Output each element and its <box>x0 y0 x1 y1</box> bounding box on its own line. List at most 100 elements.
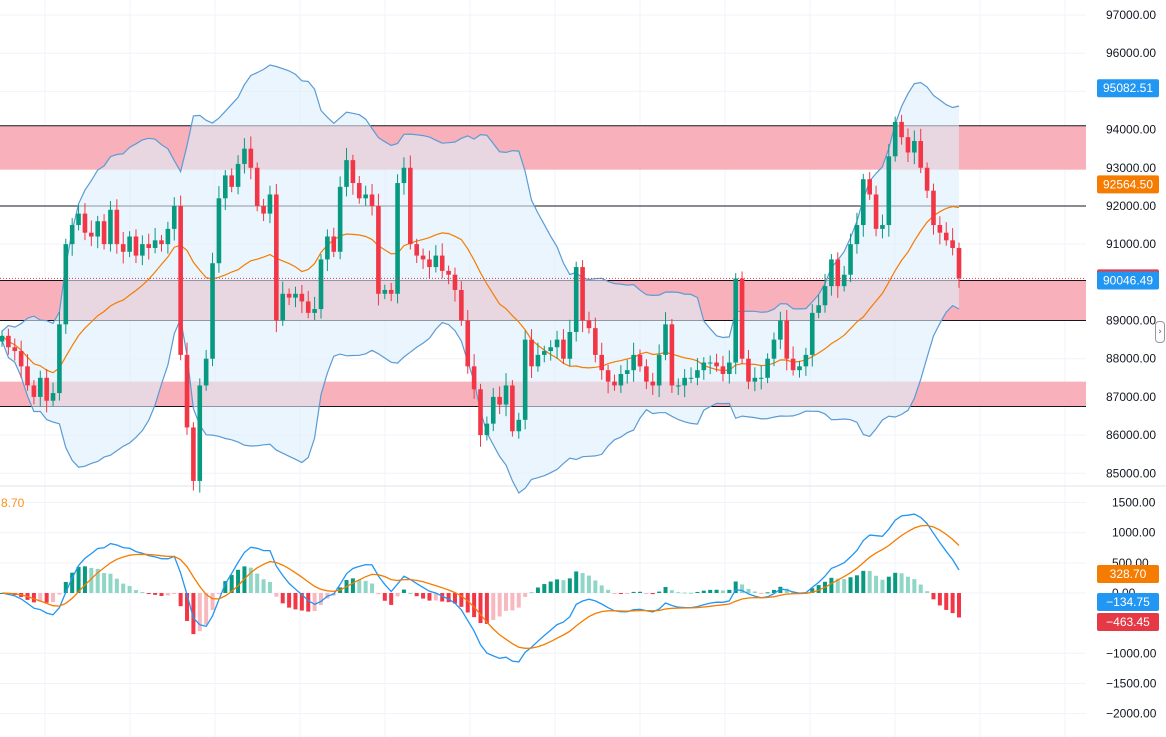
macd-histogram-bar <box>689 592 694 594</box>
candle <box>69 217 75 256</box>
macd-histogram-bar <box>408 592 413 594</box>
candle <box>197 378 203 493</box>
candle-body <box>542 351 547 355</box>
macd-histogram-bar <box>274 593 279 597</box>
macd-histogram-bar <box>484 593 489 624</box>
macd-histogram-bar <box>765 592 770 594</box>
candle <box>669 318 675 393</box>
candle <box>82 203 88 241</box>
candle-body <box>95 221 100 237</box>
candle-body <box>18 351 24 367</box>
candle-body <box>471 366 477 390</box>
candle <box>809 304 815 367</box>
candle <box>599 342 605 380</box>
candle-body <box>82 213 88 233</box>
candle <box>554 330 560 359</box>
candle-body <box>50 393 56 401</box>
candle <box>937 216 943 245</box>
candle-body <box>918 141 924 168</box>
candle <box>76 204 81 231</box>
candle <box>899 114 904 145</box>
candle-body <box>127 236 132 252</box>
macd-histogram-bar <box>452 593 457 604</box>
macd-histogram-bar <box>555 579 560 593</box>
macd-histogram-bar <box>542 584 547 593</box>
candle-body <box>784 320 790 359</box>
candle <box>918 128 924 174</box>
candle <box>548 340 553 361</box>
candle-body <box>159 240 164 245</box>
candle-body <box>408 167 413 245</box>
candle-body <box>184 354 190 428</box>
candles <box>0 114 962 493</box>
macd-histogram-bar <box>905 576 910 593</box>
candle-body <box>873 194 879 229</box>
price-tick-label: 88000.00 <box>1106 352 1156 366</box>
candle-body <box>146 244 152 248</box>
candle <box>561 329 566 365</box>
candle-body <box>688 377 694 379</box>
candle <box>510 380 515 437</box>
candle-body <box>254 167 260 206</box>
candle <box>522 330 528 430</box>
candle <box>950 228 955 256</box>
candle-body <box>880 225 885 229</box>
candle-body <box>203 358 209 386</box>
candle <box>867 172 872 200</box>
macd-histogram-bar <box>287 593 292 608</box>
candle-body <box>510 385 515 432</box>
macd-tick-label: −1500.00 <box>1106 676 1157 690</box>
candle-body <box>427 259 432 268</box>
macd-histogram-bar <box>229 574 234 593</box>
candle <box>395 174 400 304</box>
candle <box>739 271 745 365</box>
macd-histogram-bar <box>478 593 483 624</box>
candle-body <box>44 377 49 401</box>
chevron-right-icon[interactable]: › <box>1155 321 1165 343</box>
candle-body <box>57 324 62 394</box>
badge-box <box>1097 271 1159 290</box>
macd-histogram-bar <box>638 591 642 593</box>
candle <box>363 185 368 206</box>
candle-body <box>101 221 107 245</box>
candle-body <box>420 255 426 260</box>
candle <box>127 231 132 258</box>
candle <box>0 330 5 347</box>
macd-histogram-bar <box>95 568 100 593</box>
macd-histogram-bar <box>893 572 898 593</box>
macd-legend-value: 8.70 <box>1 496 25 510</box>
candle <box>433 245 439 273</box>
macd-histogram-bar <box>89 567 94 593</box>
candle <box>829 254 834 296</box>
candle-body <box>89 232 94 237</box>
candle <box>612 374 617 391</box>
candle <box>63 238 69 334</box>
candle-body <box>465 320 471 367</box>
candle <box>797 361 802 378</box>
candle-body <box>758 377 764 379</box>
macd-histogram-bar <box>51 593 56 603</box>
macd-histogram-bar <box>880 579 885 593</box>
candle-body <box>809 312 815 355</box>
macd-histogram-bar <box>631 591 636 593</box>
macd-histogram-bar <box>76 566 81 593</box>
candle <box>184 342 190 435</box>
macd-histogram-bar <box>70 572 75 593</box>
candle-body <box>12 347 18 352</box>
candle <box>695 357 700 386</box>
macd-histogram-bar <box>248 567 253 593</box>
candle <box>191 422 196 491</box>
candle-body <box>554 339 560 348</box>
candle-body <box>739 278 745 359</box>
candle <box>924 162 930 199</box>
macd-histogram-bar <box>44 593 49 603</box>
macd-histogram-bar <box>701 590 706 593</box>
macd-histogram-bar <box>612 593 617 594</box>
macd-histogram-bar <box>299 593 304 611</box>
candle-body <box>376 205 381 294</box>
candle <box>688 367 694 384</box>
candle <box>701 357 707 380</box>
candle <box>305 290 311 319</box>
macd-histogram-bar <box>204 593 209 625</box>
